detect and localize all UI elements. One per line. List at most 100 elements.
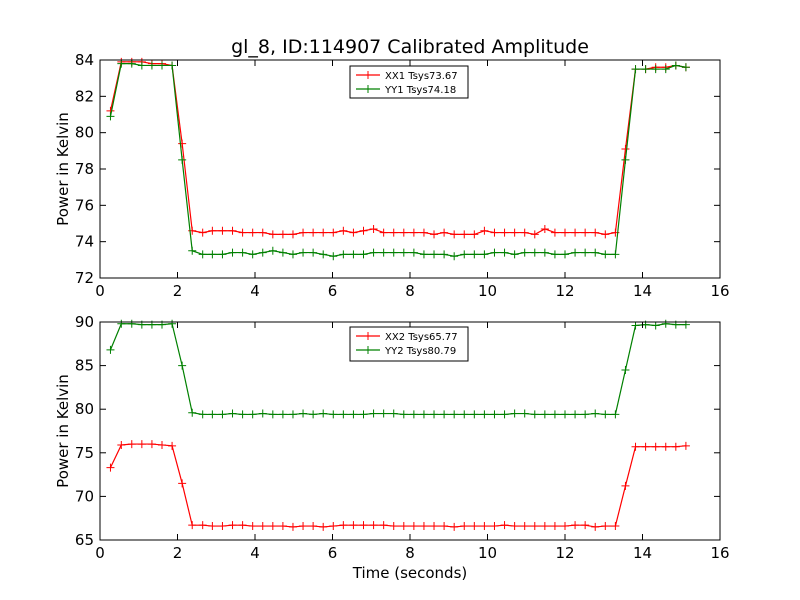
- data-point-marker: [288, 250, 297, 259]
- data-point-marker: [379, 409, 388, 418]
- x-tick-label: 2: [173, 282, 183, 300]
- data-point-marker: [440, 522, 449, 531]
- y-tick-label: 80: [75, 124, 94, 142]
- data-point-marker: [268, 410, 277, 419]
- data-point-marker: [571, 248, 580, 257]
- data-point-marker: [208, 410, 217, 419]
- data-point-marker: [540, 248, 549, 257]
- data-point-marker: [571, 521, 580, 530]
- data-point-marker: [540, 224, 549, 233]
- y-tick-label: 90: [75, 313, 94, 331]
- data-point-marker: [127, 440, 136, 449]
- data-point-marker: [460, 522, 469, 531]
- data-point-marker: [288, 230, 297, 239]
- data-point-marker: [641, 65, 650, 74]
- data-point-marker: [309, 522, 318, 531]
- x-tick-label: 4: [250, 282, 260, 300]
- data-point-marker: [641, 442, 650, 451]
- x-axis-label: Time (seconds): [352, 564, 468, 582]
- data-point-marker: [500, 248, 509, 257]
- legend-label: YY1 Tsys74.18: [384, 85, 456, 96]
- data-point-marker: [319, 409, 328, 418]
- data-point-marker: [470, 522, 479, 531]
- data-point-marker: [198, 228, 207, 237]
- data-point-marker: [681, 63, 690, 72]
- data-point-marker: [188, 521, 197, 530]
- series-line: [109, 323, 686, 416]
- data-point-marker: [248, 410, 257, 419]
- data-point-marker: [137, 61, 146, 70]
- series-line: [109, 63, 687, 257]
- figure-title: gl_8, ID:114907 Calibrated Amplitude: [231, 36, 589, 58]
- data-point-marker: [349, 250, 358, 259]
- data-point-marker: [681, 441, 690, 450]
- legend-marker: [364, 71, 372, 79]
- data-point-marker: [470, 230, 479, 239]
- data-point-marker: [540, 522, 549, 531]
- x-tick-label: 6: [328, 282, 338, 300]
- data-point-marker: [369, 409, 378, 418]
- y-axis-label: Power in Kelvin: [54, 112, 72, 226]
- data-point-marker: [339, 521, 348, 530]
- data-point-marker: [389, 409, 398, 418]
- x-tick-label: 2: [173, 544, 183, 562]
- data-point-marker: [510, 228, 519, 237]
- data-point-marker: [379, 228, 388, 237]
- data-point-marker: [611, 250, 620, 259]
- data-point-marker: [621, 155, 630, 164]
- data-point-marker: [258, 522, 267, 531]
- x-tick-label: 0: [95, 544, 105, 562]
- data-point-marker: [117, 59, 126, 68]
- data-point-marker: [258, 409, 267, 418]
- data-point-marker: [218, 522, 227, 531]
- y-tick-label: 74: [75, 233, 94, 251]
- data-point-marker: [389, 522, 398, 531]
- data-point-marker: [611, 410, 620, 419]
- data-point-marker: [460, 230, 469, 239]
- data-point-marker: [309, 248, 318, 257]
- data-point-marker: [208, 522, 217, 531]
- data-point-marker: [258, 228, 267, 237]
- x-tick-label: 14: [633, 282, 652, 300]
- data-point-marker: [278, 410, 287, 419]
- data-point-marker: [268, 522, 277, 531]
- data-point-marker: [299, 228, 308, 237]
- data-point-marker: [530, 410, 539, 419]
- data-point-marker: [198, 521, 207, 530]
- x-tick-label: 6: [328, 544, 338, 562]
- data-point-marker: [278, 522, 287, 531]
- data-point-marker: [631, 321, 640, 330]
- data-point-marker: [490, 410, 499, 419]
- legend: XX1 Tsys73.67 YY1 Tsys74.18: [349, 65, 469, 99]
- data-point-marker: [278, 230, 287, 239]
- data-point-marker: [550, 250, 559, 259]
- data-point-marker: [631, 442, 640, 451]
- data-point-marker: [500, 521, 509, 530]
- data-point-marker: [520, 248, 529, 257]
- data-point-marker: [621, 365, 630, 374]
- data-point-marker: [621, 145, 630, 154]
- data-point-marker: [339, 410, 348, 419]
- data-point-marker: [127, 59, 136, 68]
- data-point-marker: [198, 410, 207, 419]
- data-point-marker: [460, 250, 469, 259]
- data-point-marker: [238, 248, 247, 257]
- legend-label: XX1 Tsys73.67: [385, 71, 458, 82]
- legend-entry: YY2 Tsys80.79: [356, 346, 456, 357]
- legend-box: [349, 326, 469, 362]
- data-point-marker: [218, 250, 227, 259]
- data-point-marker: [621, 481, 630, 490]
- data-point-marker: [540, 410, 549, 419]
- series-2-2: [106, 319, 690, 419]
- data-point-marker: [520, 228, 529, 237]
- data-point-marker: [389, 228, 398, 237]
- data-point-marker: [319, 250, 328, 259]
- data-point-marker: [228, 248, 237, 257]
- data-point-marker: [379, 521, 388, 530]
- data-point-marker: [278, 248, 287, 257]
- data-point-marker: [510, 522, 519, 531]
- data-point-marker: [550, 522, 559, 531]
- data-point-marker: [106, 345, 115, 354]
- data-point-marker: [530, 248, 539, 257]
